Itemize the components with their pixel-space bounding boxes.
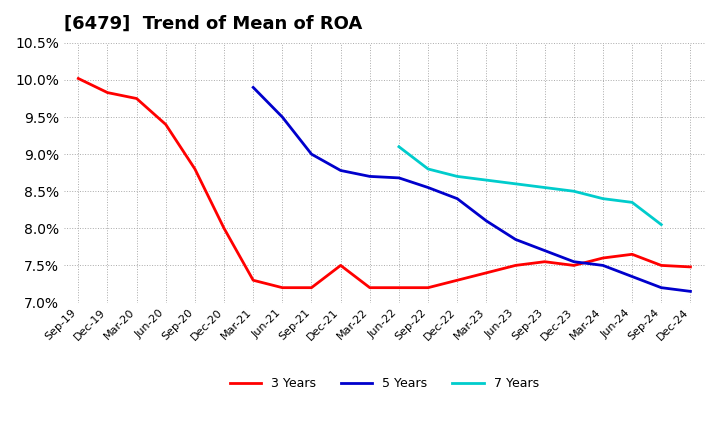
3 Years [453, 278, 462, 283]
7 Years [511, 181, 520, 187]
5 Years [482, 218, 491, 224]
3 Years [541, 259, 549, 264]
3 Years [628, 252, 636, 257]
3 Years [220, 226, 228, 231]
5 Years [453, 196, 462, 201]
5 Years [336, 168, 345, 173]
5 Years [511, 237, 520, 242]
7 Years [598, 196, 607, 201]
7 Years [424, 166, 433, 172]
5 Years [366, 174, 374, 179]
3 Years [103, 90, 112, 95]
3 Years [424, 285, 433, 290]
3 Years [336, 263, 345, 268]
5 Years [686, 289, 695, 294]
Line: 5 Years: 5 Years [253, 88, 690, 291]
5 Years [424, 185, 433, 190]
7 Years [482, 177, 491, 183]
5 Years [395, 175, 403, 180]
3 Years [307, 285, 316, 290]
5 Years [278, 114, 287, 120]
5 Years [598, 263, 607, 268]
Legend: 3 Years, 5 Years, 7 Years: 3 Years, 5 Years, 7 Years [225, 372, 544, 395]
Line: 3 Years: 3 Years [78, 78, 690, 288]
7 Years [541, 185, 549, 190]
3 Years [511, 263, 520, 268]
3 Years [132, 96, 141, 101]
3 Years [482, 270, 491, 275]
7 Years [657, 222, 665, 227]
7 Years [570, 189, 578, 194]
3 Years [249, 278, 258, 283]
7 Years [453, 174, 462, 179]
3 Years [598, 255, 607, 260]
5 Years [249, 85, 258, 90]
3 Years [395, 285, 403, 290]
Text: [6479]  Trend of Mean of ROA: [6479] Trend of Mean of ROA [64, 15, 362, 33]
3 Years [570, 263, 578, 268]
5 Years [570, 259, 578, 264]
3 Years [161, 122, 170, 127]
Line: 7 Years: 7 Years [399, 147, 661, 225]
3 Years [686, 264, 695, 270]
3 Years [657, 263, 665, 268]
3 Years [191, 166, 199, 172]
5 Years [541, 248, 549, 253]
3 Years [366, 285, 374, 290]
3 Years [278, 285, 287, 290]
5 Years [657, 285, 665, 290]
7 Years [628, 200, 636, 205]
5 Years [307, 151, 316, 157]
5 Years [628, 274, 636, 279]
3 Years [74, 76, 83, 81]
7 Years [395, 144, 403, 149]
